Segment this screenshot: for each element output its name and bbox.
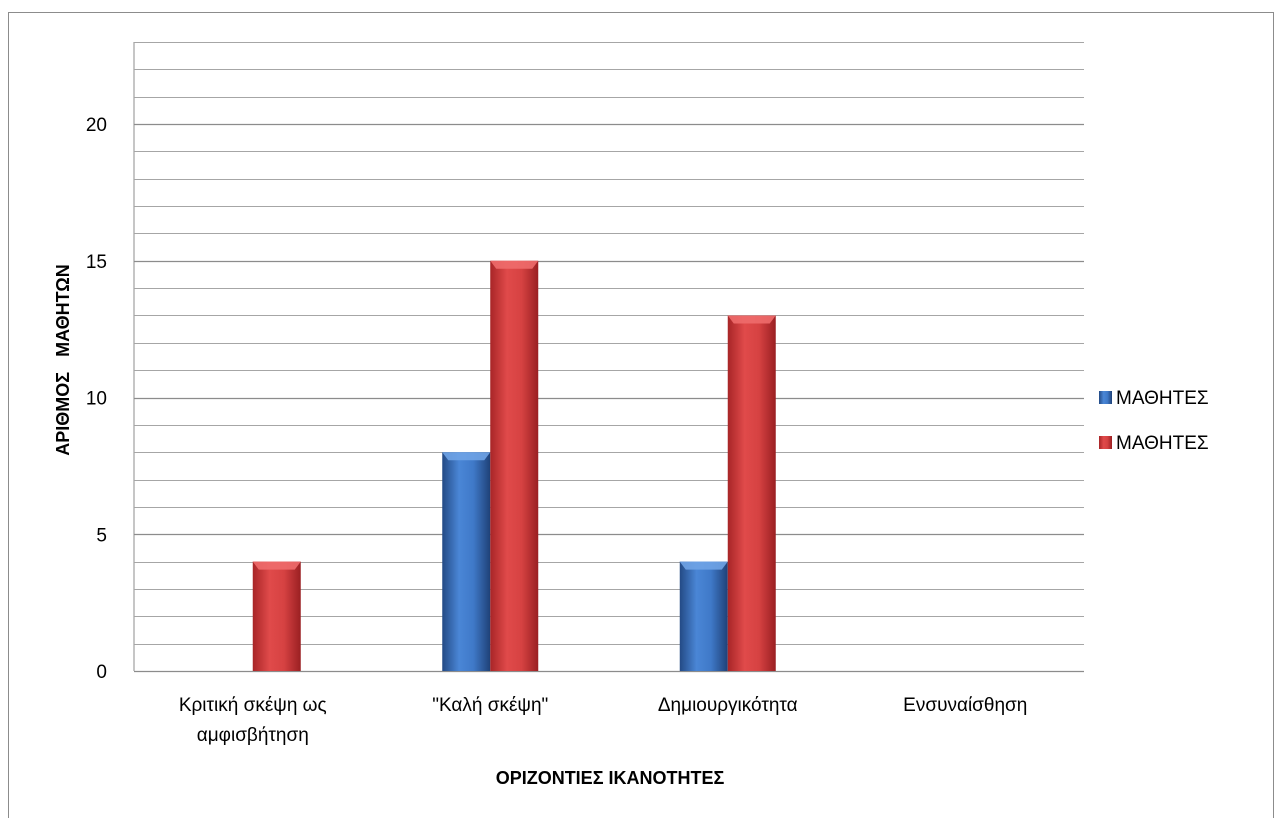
y-axis-ticks: 0 5 10 15 20 <box>86 115 107 683</box>
bar <box>727 315 776 671</box>
bar <box>679 561 728 671</box>
chart-frame <box>8 12 1274 818</box>
bars <box>252 260 776 671</box>
legend: ΜΑΘΗΤΕΣ ΜΑΘΗΤΕΣ <box>1099 388 1209 454</box>
x-tick-label: Δημιουργικότητα <box>658 695 798 716</box>
x-axis-title: ΟΡΙΖΟΝΤΙΕΣ ΙΚΑΝΟΤΗΤΕΣ <box>496 768 725 788</box>
legend-label: ΜΑΘΗΤΕΣ <box>1116 388 1209 409</box>
x-tick-label: Κριτική σκέψη ως αμφισβήτηση <box>179 695 327 746</box>
bar <box>252 561 301 671</box>
legend-label: ΜΑΘΗΤΕΣ <box>1116 433 1209 454</box>
bar <box>490 260 539 671</box>
x-tick-label: Ενσυναίσθηση <box>903 695 1027 716</box>
y-tick-label: 0 <box>96 662 107 683</box>
y-tick-label: 20 <box>86 115 107 136</box>
x-tick-label: "Καλή σκέψη" <box>432 695 548 716</box>
y-tick-label: 5 <box>96 525 107 546</box>
bar <box>442 452 491 671</box>
legend-swatch <box>1099 391 1112 404</box>
y-tick-label: 10 <box>86 389 107 410</box>
x-axis-ticks: Κριτική σκέψη ως αμφισβήτηση "Καλή σκέψη" Δ… <box>179 695 1028 746</box>
y-axis-title: ΑΡΙΘΜΟΣ ΜΑΘΗΤΩΝ <box>53 264 73 455</box>
legend-swatch <box>1099 436 1112 449</box>
y-tick-label: 15 <box>86 252 107 273</box>
